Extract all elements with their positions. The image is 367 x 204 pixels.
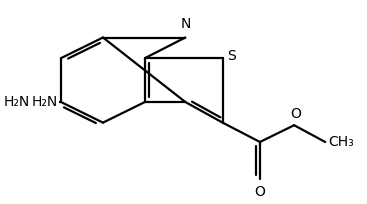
Text: O: O bbox=[254, 185, 265, 198]
Text: S: S bbox=[227, 49, 236, 63]
Text: N: N bbox=[180, 17, 190, 31]
Text: H₂N: H₂N bbox=[32, 95, 58, 109]
Text: H₂N: H₂N bbox=[4, 95, 30, 109]
Text: CH₃: CH₃ bbox=[328, 135, 354, 149]
Text: O: O bbox=[290, 106, 301, 121]
